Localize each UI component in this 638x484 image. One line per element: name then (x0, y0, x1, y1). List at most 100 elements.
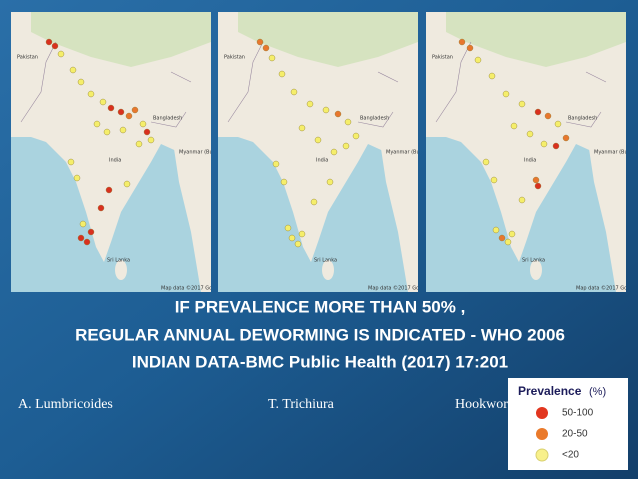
site-dot (288, 234, 296, 242)
legend-unit: (%) (589, 386, 606, 398)
map-credit: Map data ©2017 Google (368, 285, 430, 292)
place-label: Myanmar (Burma) (594, 150, 638, 156)
legend-swatch (536, 407, 548, 419)
site-dot (125, 112, 133, 120)
site-dot (284, 224, 292, 232)
site-dot (117, 108, 125, 116)
site-dot (119, 126, 127, 134)
site-dot (306, 100, 314, 108)
site-dot (310, 198, 318, 206)
site-dot (103, 128, 111, 136)
site-dot (482, 158, 490, 166)
site-dot (99, 98, 107, 106)
site-dot (143, 128, 151, 136)
map-caption: A. Lumbricoides (18, 397, 113, 412)
site-dot (334, 110, 342, 118)
place-label: Bangladesh (153, 116, 182, 122)
site-dot (474, 56, 482, 64)
place-label: Pakistan (17, 55, 38, 61)
site-dot (73, 174, 81, 182)
map-caption: T. Trichiura (268, 397, 335, 412)
place-label: Bangladesh (360, 116, 389, 122)
site-dot (510, 122, 518, 130)
site-dot (498, 234, 506, 242)
site-dot (526, 130, 534, 138)
site-dot (45, 38, 53, 46)
site-dot (87, 90, 95, 98)
site-dot (298, 230, 306, 238)
site-dot (135, 140, 143, 148)
land (11, 12, 211, 262)
site-dot (518, 100, 526, 108)
site-dot (314, 136, 322, 144)
site-dot (466, 44, 474, 52)
site-dot (508, 230, 516, 238)
land (380, 130, 418, 292)
legend-box (508, 378, 628, 470)
site-dot (534, 182, 542, 190)
site-dot (322, 106, 330, 114)
land (115, 260, 127, 280)
terrain (238, 12, 418, 67)
site-dot (278, 70, 286, 78)
legend-title: Prevalence (518, 384, 582, 398)
land (588, 130, 626, 292)
site-dot (502, 90, 510, 98)
site-dot (532, 176, 540, 184)
place-label: Pakistan (432, 55, 453, 61)
site-dot (147, 136, 155, 144)
site-dot (504, 238, 512, 246)
site-dot (51, 42, 59, 50)
site-dot (139, 120, 147, 128)
site-dot (330, 148, 338, 156)
legend-label: <20 (562, 450, 579, 461)
border (20, 41, 192, 128)
site-dot (562, 134, 570, 142)
map: Pakistan India Bangladesh Myanmar (Burma) Sr… (11, 12, 225, 292)
place-label: Sri Lanka (107, 258, 130, 264)
place-label: Myanmar (Burma) (386, 150, 432, 156)
site-dot (490, 176, 498, 184)
legend-label: 50-100 (562, 408, 594, 419)
site-dot (256, 38, 264, 46)
site-dot (272, 160, 280, 168)
site-dot (352, 132, 360, 140)
place-label: Myanmar (Burma) (179, 150, 225, 156)
place-label: Sri Lanka (522, 258, 545, 264)
land (173, 130, 211, 292)
site-dot (131, 106, 139, 114)
land (530, 260, 542, 280)
site-dot (342, 142, 350, 150)
site-dot (79, 220, 87, 228)
map: Pakistan India Bangladesh Myanmar (Burma) Sr… (426, 12, 638, 292)
site-dot (492, 226, 500, 234)
border (435, 41, 607, 128)
site-dot (77, 78, 85, 86)
site-dot (518, 196, 526, 204)
site-dot (552, 142, 560, 150)
site-dot (93, 120, 101, 128)
map-caption: Hookworm (455, 397, 519, 412)
place-label: India (316, 158, 328, 164)
site-dot (554, 120, 562, 128)
site-dot (123, 180, 131, 188)
site-dot (534, 108, 542, 116)
title-line: REGULAR ANNUAL DEWORMING IS INDICATED - … (75, 325, 565, 344)
maps: Pakistan India Bangladesh Myanmar (Burma) Sr… (11, 12, 638, 292)
title-line: INDIAN DATA-BMC Public Health (2017) 17:… (132, 352, 508, 371)
site-dot (280, 178, 288, 186)
site-dot (105, 186, 113, 194)
site-dot (298, 124, 306, 132)
map: Pakistan India Bangladesh Myanmar (Burma) Sr… (218, 12, 432, 292)
legend-label: 20-50 (562, 429, 588, 440)
site-dot (326, 178, 334, 186)
land (322, 260, 334, 280)
site-dot (540, 140, 548, 148)
map-credit: Map data ©2017 Google (161, 285, 223, 292)
legend-swatch (536, 428, 548, 440)
site-dot (268, 54, 276, 62)
map-credit: Map data ©2017 Google (576, 285, 638, 292)
place-label: India (109, 158, 121, 164)
border (227, 41, 399, 128)
